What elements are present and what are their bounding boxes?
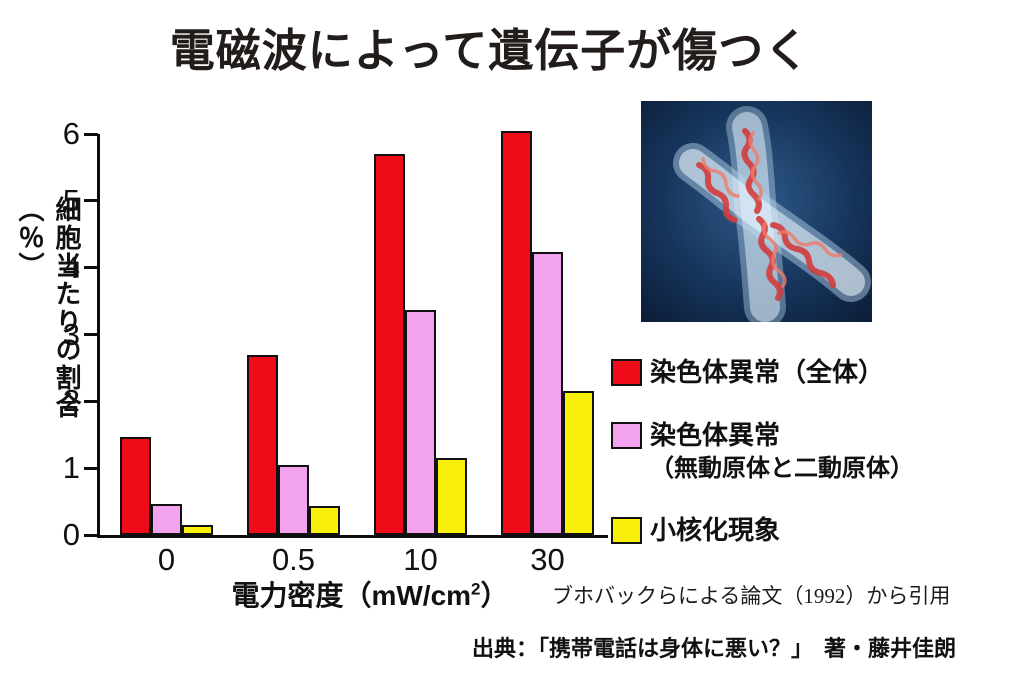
x-tick-label-0: 0 <box>157 542 176 577</box>
y-tick-4 <box>84 266 98 270</box>
y-tick-0 <box>84 533 98 537</box>
bar-0-series2 <box>182 525 213 535</box>
legend-swatch-pink <box>611 421 642 449</box>
bar-0-series1 <box>151 504 182 535</box>
bar-0.5-series2 <box>309 506 340 535</box>
y-tick-label-4: 4 <box>62 249 80 285</box>
chart-legend: 染色体異常（全体） 染色体異常 （無動原体と二動原体） 小核化現象 <box>611 356 1011 577</box>
source-text: 出典：「携帯電話は身体に悪い？」 著・藤井佳朗 <box>472 636 957 661</box>
y-tick-label-6: 6 <box>62 116 80 151</box>
x-tick-label-0.5: 0.5 <box>271 542 316 577</box>
x-tick-label-30: 30 <box>530 542 565 577</box>
legend-item-total-aberration: 染色体異常（全体） <box>611 356 1011 389</box>
y-tick-6 <box>84 132 98 136</box>
dna-helix-strokes <box>696 128 843 301</box>
y-tick-label-3: 3 <box>62 316 80 352</box>
y-tick-label-5: 5 <box>62 182 80 218</box>
legend-swatch-red <box>611 359 642 386</box>
legend-label-line2: （無動原体と二動原体） <box>650 455 914 482</box>
x-axis-title: 電力密度（mW/cm2） <box>160 574 580 614</box>
x-axis-title-suffix: ） <box>480 580 509 611</box>
chromosome-image <box>641 101 872 322</box>
x-axis-title-sup: 2 <box>471 579 481 599</box>
bar-10-series1 <box>405 310 436 535</box>
y-axis-title: 細胞当たりの割合（％） <box>15 196 82 420</box>
bar-30-series0 <box>501 131 532 535</box>
legend-item-micronucleation: 小核化現象 <box>611 514 1011 547</box>
legend-label: 小核化現象 <box>650 515 781 545</box>
x-tick-label-10: 10 <box>403 542 438 577</box>
y-tick-label-0: 0 <box>62 517 80 552</box>
legend-label: 染色体異常（全体） <box>650 357 885 387</box>
x-axis-title-text: 電力密度（mW/cm <box>231 580 472 611</box>
bar-0-series0 <box>120 437 151 535</box>
y-tick-5 <box>84 199 98 203</box>
page-title: 電磁波によって遺伝子が傷つく <box>169 25 811 76</box>
y-tick-2 <box>84 399 98 403</box>
plot-area: 0 1 2 3 4 5 6 0 0.5 10 30 <box>63 118 608 577</box>
bar-0.5-series0 <box>247 355 278 535</box>
bar-30-series2 <box>563 391 594 535</box>
bar-10-series0 <box>374 154 405 535</box>
bar-30-series1 <box>532 252 563 535</box>
legend-label: 染色体異常 <box>650 419 781 450</box>
y-tick-1 <box>84 466 98 470</box>
legend-swatch-yellow <box>611 517 642 544</box>
y-tick-label-2: 2 <box>62 383 80 419</box>
y-tick-3 <box>84 333 98 336</box>
bar-10-series2 <box>436 458 467 535</box>
citation-text: ブホバックらによる論文（1992）から引用 <box>552 584 951 608</box>
y-tick-label-1: 1 <box>62 450 80 486</box>
legend-item-acentric-dicentric: 染色体異常 （無動原体と二動原体） <box>611 419 1011 485</box>
bar-0.5-series1 <box>278 465 309 535</box>
